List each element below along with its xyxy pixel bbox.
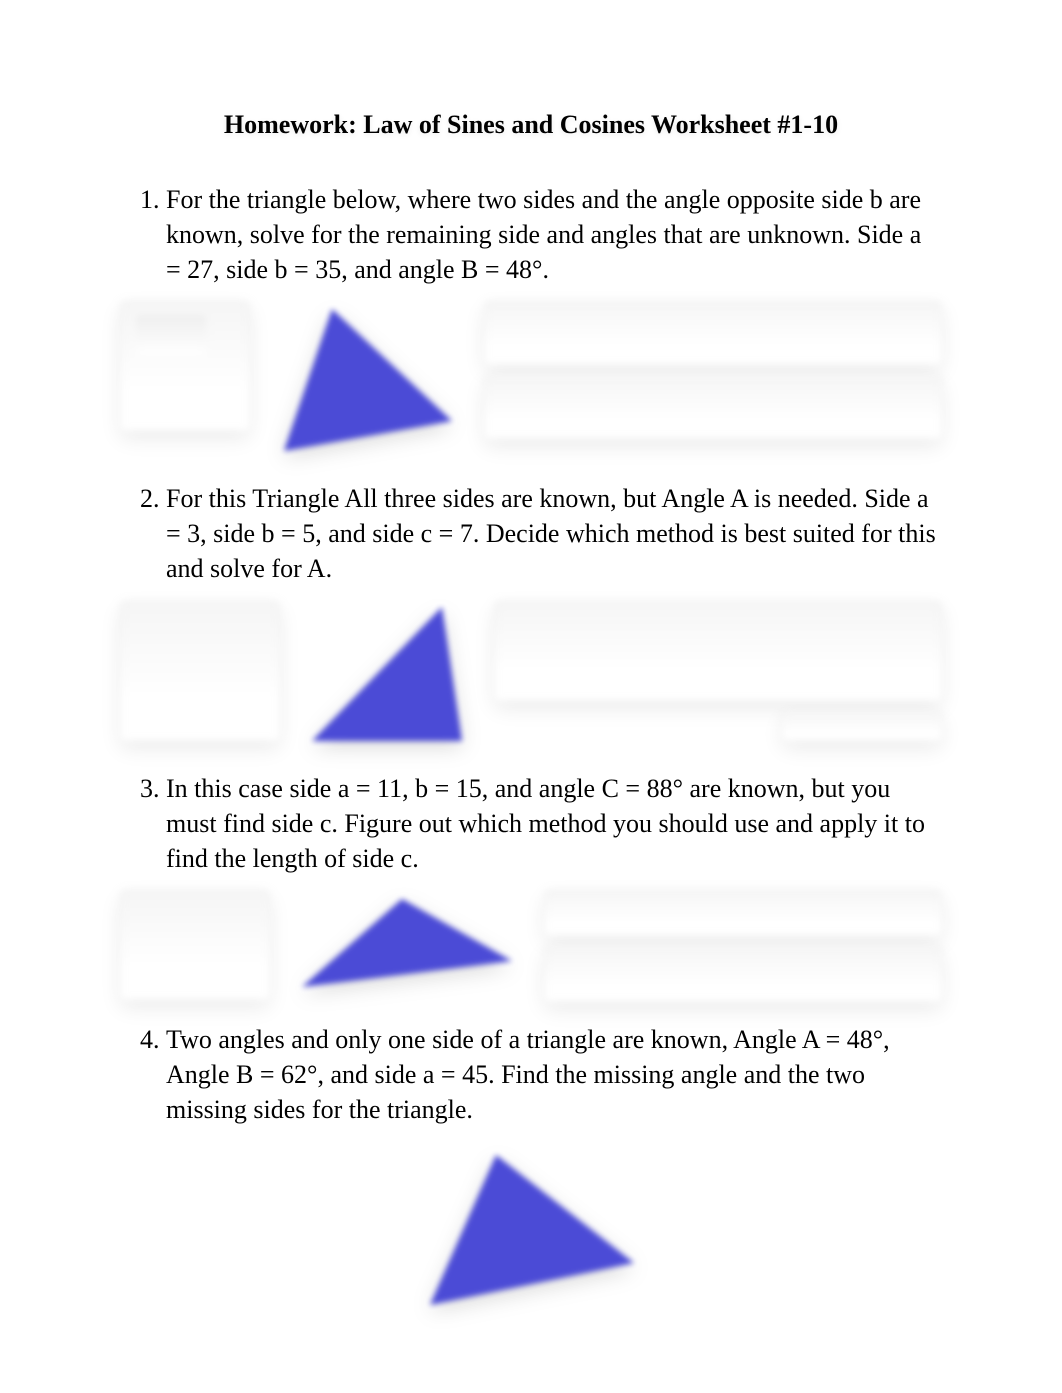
problem-3-figure-row <box>120 890 942 1002</box>
problem-3-work-box-bottom <box>544 946 942 1002</box>
problem-2-right-column <box>494 601 942 751</box>
problem-1-work-box-left-inner <box>136 315 206 355</box>
problem-3-work-box-top <box>544 890 942 936</box>
problem-2-triangle-shape <box>312 607 462 741</box>
problem-3-right-column <box>544 890 942 1002</box>
problem-2-work-box-left <box>120 601 280 741</box>
problem-1-triangle-icon <box>272 301 462 461</box>
problem-3-triangle-shape <box>302 899 512 987</box>
problem-3-text: In this case side a = 11, b = 15, and an… <box>166 771 942 876</box>
problem-4-triangle-icon <box>416 1145 646 1315</box>
problem-4-text: Two angles and only one side of a triang… <box>166 1022 942 1127</box>
problem-list: For the triangle below, where two sides … <box>120 182 942 1315</box>
problem-2: For this Triangle All three sides are kn… <box>166 481 942 750</box>
problem-2-work-box-top <box>494 601 942 701</box>
problem-4-triangle-shape <box>430 1155 634 1305</box>
problem-1-right-column <box>484 301 942 461</box>
problem-4: Two angles and only one side of a triang… <box>166 1022 942 1315</box>
problem-2-figure-row <box>120 601 942 751</box>
problem-4-figure-row <box>120 1145 942 1315</box>
problem-3-triangle-icon <box>292 891 522 1001</box>
problem-1-work-box-left <box>120 301 250 431</box>
problem-1: For the triangle below, where two sides … <box>166 182 942 461</box>
problem-3-triangle-wrap <box>292 890 522 1002</box>
problem-4-triangle-wrap <box>416 1145 646 1315</box>
problem-3-work-box-left <box>120 890 270 1000</box>
problem-3: In this case side a = 11, b = 15, and an… <box>166 771 942 1002</box>
problem-1-triangle-wrap <box>272 301 462 461</box>
problem-2-triangle-wrap <box>302 601 472 751</box>
problem-1-figure-row <box>120 301 942 461</box>
problem-1-triangle-shape <box>284 309 452 451</box>
problem-2-work-box-bottom <box>782 711 942 741</box>
worksheet-page: Homework: Law of Sines and Cosines Works… <box>0 0 1062 1393</box>
page-title: Homework: Law of Sines and Cosines Works… <box>120 110 942 140</box>
problem-1-work-box-bottom <box>484 375 942 439</box>
problem-1-text: For the triangle below, where two sides … <box>166 182 942 287</box>
problem-2-text: For this Triangle All three sides are kn… <box>166 481 942 586</box>
problem-2-triangle-icon <box>302 601 472 751</box>
problem-1-work-box-top <box>484 301 942 365</box>
